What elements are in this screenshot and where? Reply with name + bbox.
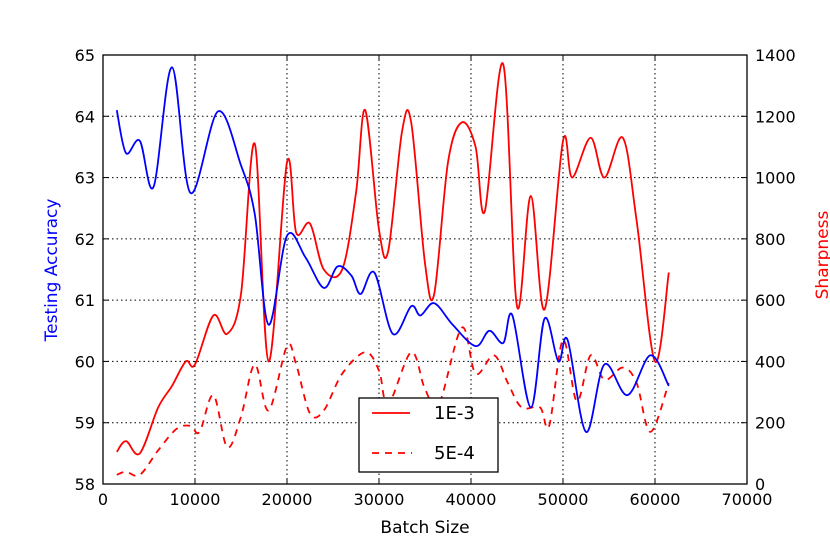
legend-label: 5E-4 (434, 443, 475, 464)
right-tick-label: 1400 (755, 46, 796, 65)
left-tick-label: 61 (75, 291, 95, 310)
x-tick-label: 0 (98, 490, 108, 509)
legend: 1E-3 5E-4 (358, 397, 499, 473)
left-tick-label: 64 (75, 107, 95, 126)
legend-box (358, 397, 499, 473)
x-tick-label: 40000 (446, 490, 497, 509)
series-line-accuracy (115, 66, 670, 433)
left-tick-label: 63 (75, 169, 95, 188)
x-tick-label: 50000 (538, 490, 589, 509)
plot-frame (102, 54, 748, 485)
left-axis-title: Testing Accuracy (42, 199, 62, 343)
left-tick-label: 65 (75, 46, 95, 65)
x-tick-label: 20000 (262, 490, 313, 509)
right-tick-label: 800 (755, 230, 786, 249)
ticks: 0 10000 20000 30000 40000 50000 60000 700005859… (75, 46, 796, 509)
right-tick-label: 200 (755, 414, 786, 433)
right-tick-label: 1000 (755, 169, 796, 188)
legend-label: 1E-3 (434, 403, 475, 424)
right-tick-label: 400 (755, 352, 786, 371)
series-line-sharpness-dashed (116, 326, 670, 477)
x-tick-label: 10000 (170, 490, 221, 509)
right-tick-label: 0 (755, 475, 765, 494)
x-axis-title: Batch Size (380, 518, 469, 538)
series-group (115, 62, 670, 477)
right-axis-title: Sharpness (813, 211, 830, 300)
x-tick-label: 70000 (722, 490, 773, 509)
left-tick-label: 60 (75, 352, 95, 371)
left-tick-label: 59 (75, 414, 95, 433)
right-tick-label: 600 (755, 291, 786, 310)
x-tick-label: 30000 (354, 490, 405, 509)
x-tick-label: 60000 (630, 490, 681, 509)
right-tick-label: 1200 (755, 107, 796, 126)
left-tick-label: 58 (75, 475, 95, 494)
left-tick-label: 62 (75, 230, 95, 249)
series-line-sharpness-solid (116, 62, 670, 456)
